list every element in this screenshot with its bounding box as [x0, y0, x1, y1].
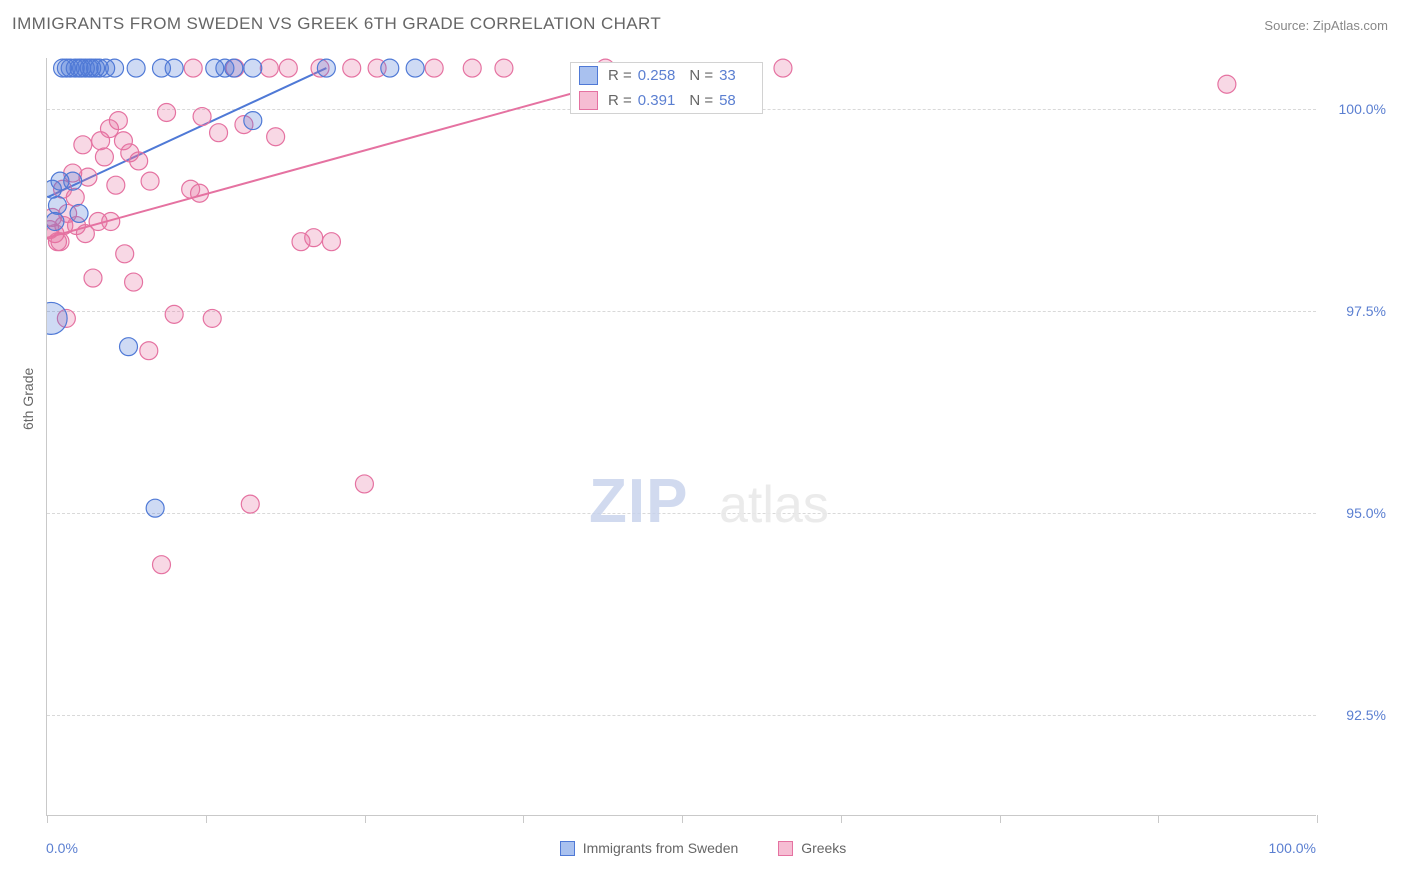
- r-label: R =: [608, 67, 632, 84]
- y-tick-label: 97.5%: [1346, 303, 1386, 319]
- source-label: Source: ZipAtlas.com: [1264, 18, 1388, 33]
- data-point-greeks: [95, 148, 113, 166]
- legend-label-sweden: Immigrants from Sweden: [583, 840, 739, 856]
- x-tick: [1000, 815, 1001, 823]
- x-tick: [47, 815, 48, 823]
- data-point-greeks: [74, 136, 92, 154]
- data-point-sweden: [48, 196, 66, 214]
- data-point-sweden: [106, 59, 124, 77]
- source-prefix: Source:: [1264, 18, 1309, 33]
- r-value-sweden: 0.258: [638, 67, 676, 84]
- data-point-greeks: [210, 124, 228, 142]
- chart-title: IMMIGRANTS FROM SWEDEN VS GREEK 6TH GRAD…: [12, 14, 661, 34]
- data-point-greeks: [66, 188, 84, 206]
- legend-box-swatch-sweden: [579, 66, 598, 85]
- data-point-sweden: [317, 59, 335, 77]
- data-point-greeks: [355, 475, 373, 493]
- data-point-greeks: [140, 342, 158, 360]
- chart-svg: [47, 58, 1316, 815]
- data-point-greeks: [1218, 75, 1236, 93]
- data-point-sweden: [146, 499, 164, 517]
- data-point-greeks: [116, 245, 134, 263]
- data-point-greeks: [193, 108, 211, 126]
- y-axis-label: 6th Grade: [20, 368, 36, 430]
- y-tick-label: 100.0%: [1339, 101, 1386, 117]
- data-point-greeks: [774, 59, 792, 77]
- data-point-greeks: [203, 309, 221, 327]
- x-tick: [841, 815, 842, 823]
- data-point-greeks: [279, 59, 297, 77]
- data-point-greeks: [260, 59, 278, 77]
- x-tick: [1158, 815, 1159, 823]
- bottom-legend: Immigrants from Sweden Greeks: [0, 840, 1406, 859]
- r-value-greeks: 0.391: [638, 92, 676, 109]
- legend-label-greeks: Greeks: [801, 840, 846, 856]
- data-point-sweden: [127, 59, 145, 77]
- data-point-greeks: [463, 59, 481, 77]
- data-point-sweden: [381, 59, 399, 77]
- data-point-greeks: [84, 269, 102, 287]
- legend-box-swatch-greeks: [579, 91, 598, 110]
- x-tick: [365, 815, 366, 823]
- legend-row-sweden: R = 0.258 N = 33: [571, 63, 762, 88]
- data-point-greeks: [141, 172, 159, 190]
- y-tick-label: 95.0%: [1346, 505, 1386, 521]
- data-point-sweden: [165, 59, 183, 77]
- data-point-greeks: [102, 213, 120, 231]
- y-tick-label: 92.5%: [1346, 707, 1386, 723]
- correlation-legend-box: R = 0.258 N = 33 R = 0.391 N = 58: [570, 62, 763, 114]
- data-point-greeks: [241, 495, 259, 513]
- data-point-greeks: [305, 229, 323, 247]
- r-label: R =: [608, 92, 632, 109]
- x-tick: [523, 815, 524, 823]
- x-tick: [1317, 815, 1318, 823]
- data-point-greeks: [343, 59, 361, 77]
- data-point-greeks: [495, 59, 513, 77]
- data-point-greeks: [322, 233, 340, 251]
- data-point-greeks: [191, 184, 209, 202]
- legend-item-greeks: Greeks: [778, 840, 846, 856]
- data-point-sweden: [225, 59, 243, 77]
- n-value-sweden: 33: [719, 67, 736, 84]
- data-point-greeks: [152, 556, 170, 574]
- x-tick: [682, 815, 683, 823]
- x-tick: [206, 815, 207, 823]
- legend-swatch-greeks: [778, 841, 793, 856]
- chart-container: IMMIGRANTS FROM SWEDEN VS GREEK 6TH GRAD…: [0, 0, 1406, 892]
- data-point-sweden: [244, 59, 262, 77]
- legend-row-greeks: R = 0.391 N = 58: [571, 88, 762, 113]
- data-point-sweden: [406, 59, 424, 77]
- n-label: N =: [689, 67, 713, 84]
- data-point-greeks: [165, 305, 183, 323]
- data-point-sweden: [64, 172, 82, 190]
- legend-swatch-sweden: [560, 841, 575, 856]
- data-point-greeks: [425, 59, 443, 77]
- data-point-greeks: [158, 104, 176, 122]
- n-value-greeks: 58: [719, 92, 736, 109]
- data-point-sweden: [70, 204, 88, 222]
- data-point-greeks: [184, 59, 202, 77]
- data-point-sweden: [47, 302, 67, 334]
- plot-area: ZIP atlas: [46, 58, 1316, 816]
- data-point-sweden: [120, 338, 138, 356]
- data-point-greeks: [109, 112, 127, 130]
- data-point-sweden: [244, 112, 262, 130]
- data-point-greeks: [125, 273, 143, 291]
- data-point-greeks: [51, 233, 69, 251]
- source-value: ZipAtlas.com: [1313, 18, 1388, 33]
- n-label: N =: [689, 92, 713, 109]
- data-point-greeks: [107, 176, 125, 194]
- data-point-sweden: [47, 213, 64, 231]
- legend-item-sweden: Immigrants from Sweden: [560, 840, 739, 856]
- data-point-greeks: [267, 128, 285, 146]
- data-point-greeks: [130, 152, 148, 170]
